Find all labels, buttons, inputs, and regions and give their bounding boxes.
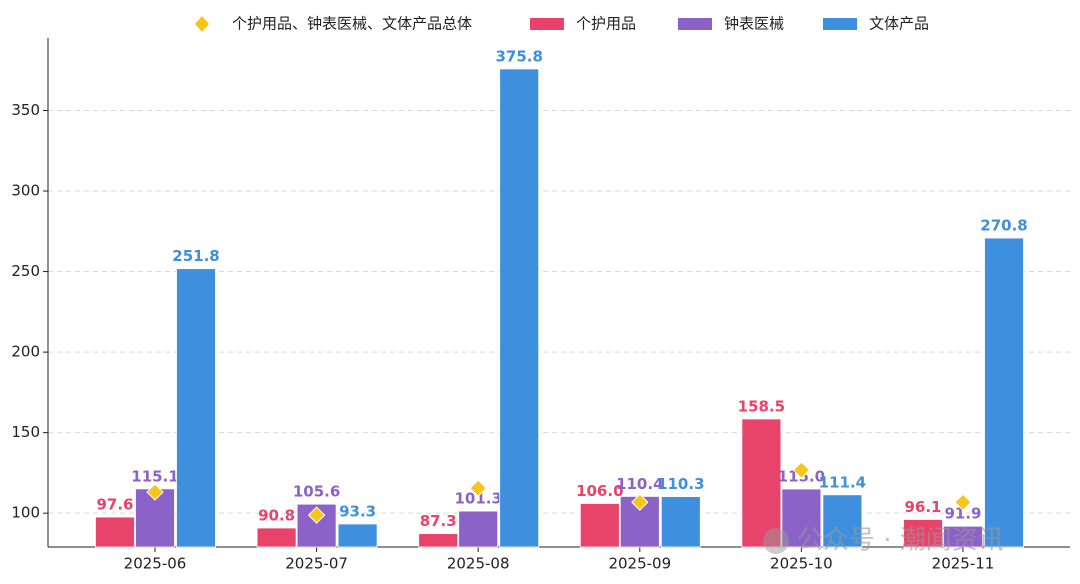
total-marker xyxy=(631,493,649,511)
x-tick-label: 2025-08 xyxy=(447,555,510,573)
bar xyxy=(337,523,378,548)
legend-swatch xyxy=(823,18,857,30)
value-label: 270.8 xyxy=(980,217,1027,235)
value-label: 251.8 xyxy=(172,247,219,265)
y-tick-label: 200 xyxy=(11,343,40,361)
legend-label: 文体产品 xyxy=(869,15,929,33)
bar xyxy=(458,510,499,548)
value-label: 90.8 xyxy=(258,506,295,524)
y-tick-label: 350 xyxy=(11,101,40,119)
value-label: 97.6 xyxy=(96,496,133,514)
bar xyxy=(984,237,1024,548)
bar xyxy=(95,516,135,548)
value-label: 91.9 xyxy=(944,505,981,523)
bar xyxy=(943,525,983,548)
total-marker xyxy=(792,461,811,479)
y-tick-label: 150 xyxy=(11,423,40,441)
bar xyxy=(660,496,701,548)
x-tick-label: 2025-09 xyxy=(608,555,671,573)
value-label: 106.0 xyxy=(576,482,623,500)
bar xyxy=(741,418,782,548)
value-label: 87.3 xyxy=(420,512,457,530)
bar xyxy=(256,527,297,548)
y-tick-label: 250 xyxy=(11,262,40,280)
value-label: 105.6 xyxy=(293,483,340,501)
total-marker xyxy=(469,479,487,497)
value-label: 111.4 xyxy=(819,473,866,491)
total-marker xyxy=(954,493,972,511)
total-marker xyxy=(146,483,164,501)
value-label: 115.1 xyxy=(131,467,178,485)
y-tick-label: 300 xyxy=(11,182,40,200)
legend-label: 个护用品、钟表医械、文体产品总体 xyxy=(232,15,472,33)
value-label: 158.5 xyxy=(738,397,785,415)
watermark: 公众号 · 潮闻资讯 xyxy=(797,526,1004,556)
x-tick-label: 2025-06 xyxy=(124,555,187,573)
bar xyxy=(903,519,943,548)
bar xyxy=(822,494,863,548)
y-tick-label: 100 xyxy=(11,504,40,522)
legend-label: 个护用品 xyxy=(576,15,636,33)
value-label: 93.3 xyxy=(339,502,376,520)
value-label: 96.1 xyxy=(904,498,941,516)
value-label: 375.8 xyxy=(495,47,542,65)
x-tick-label: 2025-10 xyxy=(770,555,833,573)
legend-swatch xyxy=(530,18,564,30)
bar xyxy=(579,503,620,548)
bar xyxy=(499,68,540,548)
value-label: 110.3 xyxy=(657,475,704,493)
value-label: 101.3 xyxy=(454,490,501,508)
legend-marker xyxy=(195,16,209,32)
legend-swatch xyxy=(678,18,712,30)
legend-label: 钟表医械 xyxy=(724,15,784,33)
value-label: 110.4 xyxy=(616,475,663,493)
watermark-icon xyxy=(763,528,789,554)
x-tick-label: 2025-11 xyxy=(932,555,995,573)
total-marker xyxy=(307,506,326,524)
bar xyxy=(176,268,216,548)
bar xyxy=(418,533,459,548)
x-tick-label: 2025-07 xyxy=(285,555,348,573)
